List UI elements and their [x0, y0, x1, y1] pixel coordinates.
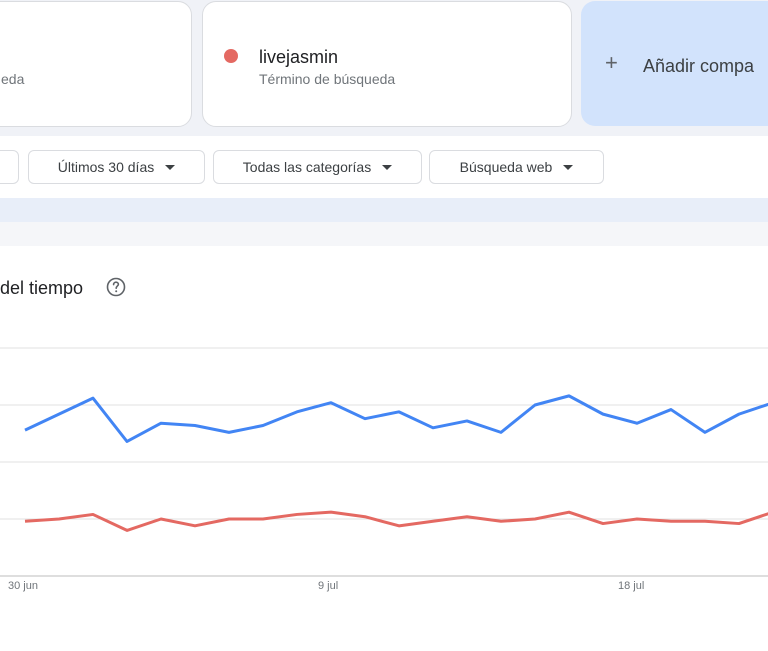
search-type-label: Búsqueda web [459, 159, 553, 175]
dropdown-arrow-icon [165, 164, 176, 170]
help-circle-icon[interactable] [106, 277, 126, 297]
series-line-1[interactable] [24, 510, 768, 532]
term-type-label: Término de búsqueda [259, 71, 396, 87]
category-dropdown[interactable]: Todas las categorías [213, 150, 422, 184]
comparison-card-partial[interactable]: eda [0, 1, 192, 127]
comparison-card-livejasmin[interactable]: livejasmin Término de búsqueda [202, 1, 572, 127]
x-tick-label: 30 jun [8, 580, 38, 592]
series-color-dot [224, 49, 238, 63]
series-line-0[interactable] [24, 394, 768, 443]
x-tick-label: 18 jul [618, 580, 644, 592]
interest-over-time-panel [0, 246, 768, 651]
x-tick-label: 9 jul [318, 580, 338, 592]
add-comparison-label: Añadir compa [643, 56, 755, 76]
info-strip [0, 198, 768, 222]
section-divider [0, 222, 768, 246]
panel-title: del tiempo [0, 278, 84, 298]
filter-chip-partial[interactable] [0, 150, 19, 184]
dropdown-arrow-icon [382, 164, 393, 170]
time-range-label: Últimos 30 días [57, 159, 155, 175]
add-comparison-button[interactable]: + Añadir compa [581, 1, 768, 126]
term-type-label: eda [1, 71, 25, 87]
search-type-dropdown[interactable]: Búsqueda web [429, 150, 604, 184]
plus-icon: + [605, 50, 618, 75]
filter-bar: Últimos 30 días Todas las categorías Bús… [0, 136, 768, 198]
dropdown-arrow-icon [563, 164, 574, 170]
time-range-dropdown[interactable]: Últimos 30 días [28, 150, 205, 184]
category-label: Todas las categorías [242, 159, 372, 175]
search-term-title: livejasmin [259, 47, 339, 67]
